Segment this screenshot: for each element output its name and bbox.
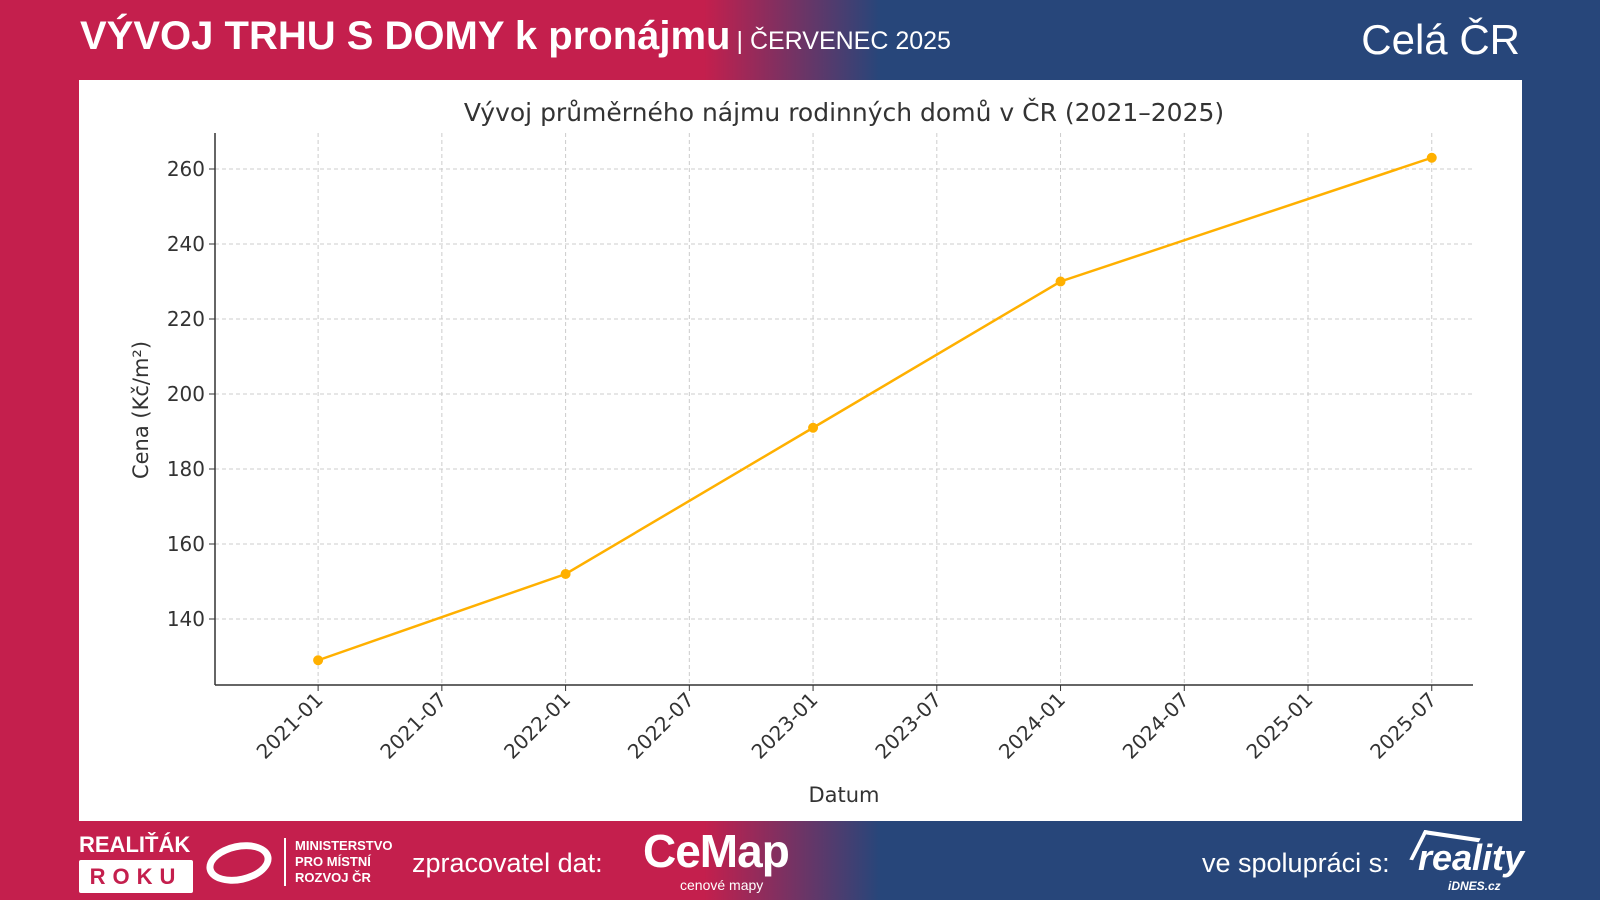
ministry-line: MINISTERSTVO xyxy=(295,838,393,853)
ministry-name: MINISTERSTVO PRO MÍSTNÍ ROZVOJ ČR xyxy=(295,838,393,886)
y-tick-label: 160 xyxy=(167,532,205,556)
x-tick-label: 2022-07 xyxy=(623,688,699,764)
x-tick-label: 2025-01 xyxy=(1241,688,1317,764)
chart-panel xyxy=(79,80,1522,821)
data-point xyxy=(1426,152,1437,163)
ministry-line: PRO MÍSTNÍ xyxy=(295,854,371,869)
x-tick-label: 2022-01 xyxy=(499,688,575,764)
data-point xyxy=(313,655,324,666)
reality-sub: iDNES.cz xyxy=(1448,879,1501,893)
y-tick-label: 200 xyxy=(167,382,205,406)
x-axis-label: Datum xyxy=(808,783,879,807)
y-tick-label: 220 xyxy=(167,307,205,331)
ministry-line: ROZVOJ ČR xyxy=(295,870,371,885)
badge-top: REALIŤÁK xyxy=(79,832,191,857)
series-line xyxy=(317,156,1433,662)
cemap-tagline: cenové mapy xyxy=(680,877,764,893)
region-label: Celá ČR xyxy=(1361,16,1520,63)
x-tick-label: 2025-07 xyxy=(1365,688,1441,764)
y-tick-label: 260 xyxy=(167,157,205,181)
page-title: VÝVOJ TRHU S DOMY k pronájmu | ČERVENEC 2… xyxy=(80,14,951,59)
processor-label: zpracovatel dat: xyxy=(412,848,603,878)
data-point xyxy=(808,422,819,433)
partner-label: ve spolupráci s: xyxy=(1202,848,1390,878)
x-tick-label: 2023-01 xyxy=(747,688,823,764)
x-tick-label: 2023-07 xyxy=(870,688,946,764)
title-text: VÝVOJ TRHU S DOMY k pronájmu xyxy=(80,14,731,58)
x-tick-label: 2021-07 xyxy=(375,688,451,764)
divider xyxy=(284,838,286,886)
data-point xyxy=(1055,276,1066,287)
y-tick-label: 140 xyxy=(167,607,205,631)
x-tick-label: 2021-01 xyxy=(252,688,328,764)
x-tick-label: 2024-01 xyxy=(994,688,1070,764)
x-tick-label: 2024-07 xyxy=(1118,688,1194,764)
y-tick-label: 180 xyxy=(167,457,205,481)
chart-title: Vývoj průměrného nájmu rodinných domů v … xyxy=(464,97,1224,127)
data-point xyxy=(560,569,571,579)
reality-logo: reality xyxy=(1418,837,1525,878)
subtitle-text: | ČERVENEC 2025 xyxy=(736,27,951,55)
cemap-logo: CeMap xyxy=(643,825,790,877)
y-axis-label: Cena (Kč/m²) xyxy=(129,341,153,479)
badge-bottom: ROKU xyxy=(79,860,193,893)
y-tick-label: 240 xyxy=(167,232,205,256)
